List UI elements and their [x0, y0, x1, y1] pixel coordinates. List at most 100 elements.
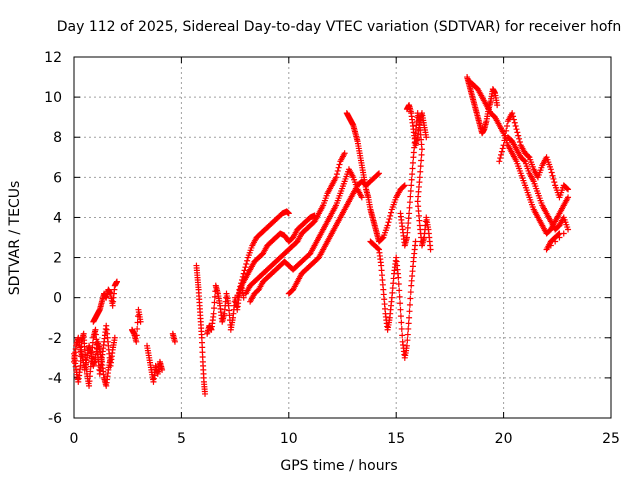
data-point	[240, 270, 247, 277]
data-point	[565, 194, 572, 201]
data-point	[516, 135, 523, 142]
data-point	[384, 222, 391, 229]
data-point	[386, 216, 393, 223]
data-point	[503, 127, 510, 134]
data-point	[409, 159, 416, 166]
data-point	[243, 260, 250, 267]
data-point	[418, 151, 425, 158]
data-point	[513, 126, 520, 133]
data-point	[335, 164, 342, 171]
data-point	[375, 171, 382, 178]
data-point	[496, 158, 503, 165]
y-tick-label: 4	[53, 210, 62, 226]
data-point	[134, 325, 141, 332]
data-point	[113, 278, 120, 285]
data-point	[336, 161, 343, 168]
data-point	[376, 170, 383, 177]
data-point	[548, 169, 555, 176]
data-point	[134, 319, 141, 326]
x-tick-label: 20	[495, 431, 513, 447]
data-point	[111, 334, 118, 341]
data-point	[406, 199, 413, 206]
data-series	[71, 74, 572, 397]
y-tick-label: 2	[53, 251, 62, 267]
data-point	[407, 187, 414, 194]
data-point	[397, 306, 404, 313]
data-point	[406, 314, 413, 321]
data-point	[516, 139, 523, 146]
data-point	[159, 366, 166, 373]
data-point	[521, 157, 528, 164]
data-point	[501, 137, 508, 144]
data-point	[211, 293, 218, 300]
data-point	[510, 116, 517, 123]
x-tick-label: 5	[177, 431, 186, 447]
data-point	[555, 231, 562, 238]
x-tick-label: 0	[70, 431, 79, 447]
x-tick-label: 10	[280, 431, 298, 447]
data-point	[404, 331, 411, 338]
data-point	[406, 301, 413, 308]
data-point	[241, 267, 248, 274]
data-point	[341, 150, 348, 157]
data-point	[406, 308, 413, 315]
y-tick-label: 10	[44, 90, 62, 106]
data-point	[375, 245, 382, 252]
data-point	[407, 289, 414, 296]
data-point	[499, 145, 506, 152]
y-tick-label: 8	[53, 130, 62, 146]
data-point	[171, 338, 178, 345]
y-tick-label: -4	[48, 371, 62, 387]
data-point	[242, 264, 249, 271]
data-point	[285, 210, 292, 217]
y-tick-label: 6	[53, 170, 62, 186]
data-point	[388, 209, 395, 216]
data-point	[244, 257, 251, 264]
data-point	[565, 226, 572, 233]
data-point	[418, 146, 425, 153]
data-point	[509, 110, 516, 117]
data-point	[210, 310, 217, 317]
plot-frame	[73, 56, 612, 419]
data-point	[514, 129, 521, 136]
chart-title: Day 112 of 2025, Sidereal Day-to-day VTE…	[57, 19, 621, 35]
data-point	[500, 142, 507, 149]
data-point	[395, 281, 402, 288]
data-point	[133, 332, 140, 339]
grid-lines	[74, 57, 611, 418]
data-point	[333, 171, 340, 178]
data-point	[406, 204, 413, 211]
data-point	[512, 122, 519, 129]
data-point	[396, 293, 403, 300]
data-point	[547, 166, 554, 173]
data-point	[564, 185, 571, 192]
data-point	[133, 338, 140, 345]
data-point	[407, 193, 414, 200]
data-point	[403, 342, 410, 349]
data-point	[211, 305, 218, 312]
data-point	[404, 337, 411, 344]
data-point	[211, 299, 218, 306]
data-point	[407, 295, 414, 302]
data-point	[137, 318, 144, 325]
data-point	[385, 219, 392, 226]
data-point	[240, 294, 247, 301]
data-point	[565, 186, 572, 193]
data-point	[396, 287, 403, 294]
x-axis: 0 5 10 15 20 25	[70, 57, 620, 447]
data-point	[409, 165, 416, 172]
data-point	[510, 113, 517, 120]
data-point	[515, 132, 522, 139]
data-point	[399, 332, 406, 339]
data-point	[387, 212, 394, 219]
data-point	[406, 210, 413, 217]
y-tick-label: 0	[53, 291, 62, 307]
y-tick-label: -6	[48, 411, 62, 427]
data-point	[556, 230, 563, 237]
data-point	[202, 390, 209, 397]
x-tick-label: 25	[602, 431, 620, 447]
x-tick-label: 15	[387, 431, 405, 447]
data-point	[497, 155, 504, 162]
data-point	[504, 122, 511, 129]
data-point	[525, 153, 532, 160]
